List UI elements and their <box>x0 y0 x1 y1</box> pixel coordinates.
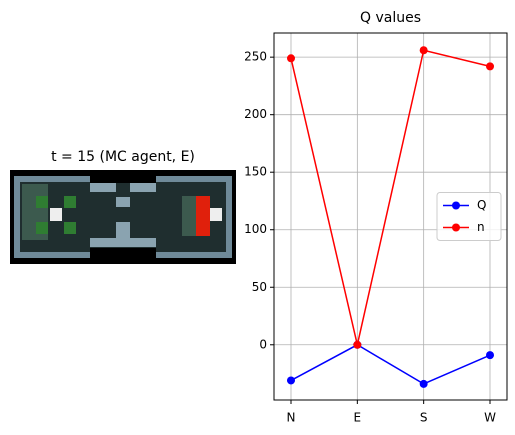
wall <box>130 183 156 192</box>
point <box>287 54 295 63</box>
panel-title: t = 15 (MC agent, E) <box>51 149 195 165</box>
y-tick-label: 150 <box>244 165 267 179</box>
lava <box>196 196 210 236</box>
agent <box>50 208 62 221</box>
point <box>419 379 428 388</box>
legend-marker <box>452 223 460 232</box>
point <box>486 351 494 360</box>
x-tick-label: E <box>354 411 362 425</box>
legend-label: Q <box>477 198 486 212</box>
tree <box>36 196 48 208</box>
series-line <box>290 343 491 385</box>
point <box>486 62 494 71</box>
x-tick-label: S <box>420 411 428 425</box>
tree <box>64 222 76 234</box>
y-tick-label: 100 <box>244 222 267 236</box>
y-tick-label: 50 <box>252 280 267 294</box>
game-view <box>10 170 236 264</box>
wall <box>90 238 156 247</box>
series-line <box>290 49 491 345</box>
x-tick-label: N <box>287 411 296 425</box>
floor-patch <box>182 196 196 236</box>
tree <box>36 222 48 234</box>
wall <box>116 222 130 238</box>
legend-marker <box>452 201 460 210</box>
wall <box>116 197 130 207</box>
void <box>90 248 156 264</box>
chart-title: Q values <box>360 10 421 26</box>
legend-label: n <box>477 220 485 234</box>
legend-box <box>436 192 502 241</box>
point <box>419 46 428 55</box>
point <box>353 340 362 349</box>
y-tick-label: 250 <box>244 50 267 64</box>
wall <box>90 183 116 192</box>
goal <box>210 208 222 221</box>
y-tick-label: 200 <box>244 107 267 121</box>
plot-frame <box>273 32 508 401</box>
x-tick-label: W <box>484 411 496 425</box>
point <box>287 376 295 385</box>
y-tick-label: 0 <box>259 337 267 351</box>
tree <box>64 196 76 208</box>
void <box>90 170 156 183</box>
